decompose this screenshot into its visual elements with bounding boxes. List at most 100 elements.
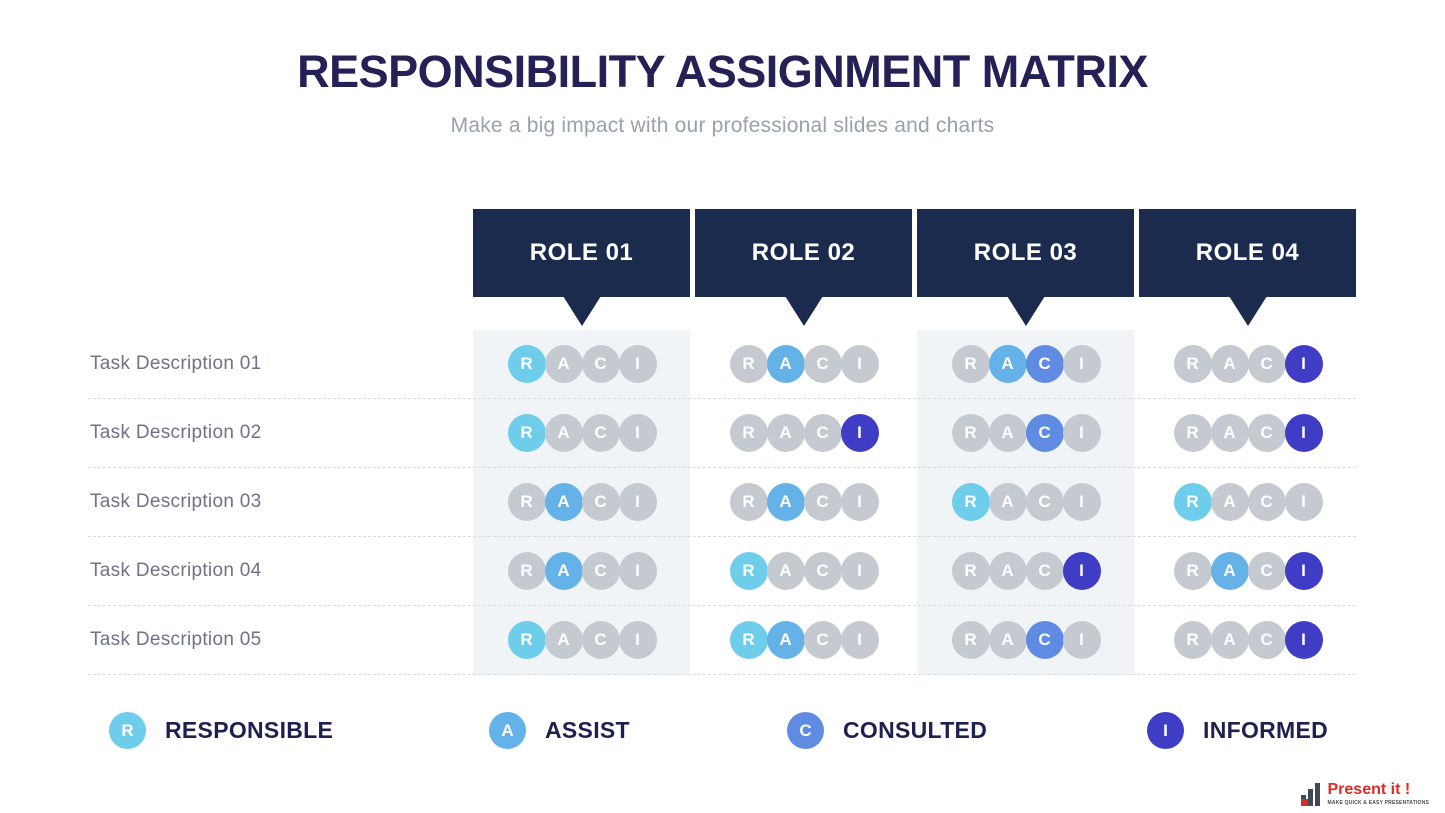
active-a-dot: A — [766, 345, 805, 383]
active-i-dot: I — [1284, 552, 1323, 590]
task-label: Task Description 04 — [90, 560, 262, 581]
active-a-dot: A — [766, 483, 805, 521]
inactive-i-dot: I — [840, 483, 879, 521]
active-a-dot: A — [544, 483, 583, 521]
inactive-i-dot: I — [618, 483, 657, 521]
inactive-c-dot: C — [803, 414, 842, 452]
inactive-c-dot: C — [803, 552, 842, 590]
active-a-dot: A — [988, 345, 1027, 383]
inactive-a-dot: A — [988, 414, 1027, 452]
inactive-i-dot: I — [618, 414, 657, 452]
task-label: Task Description 02 — [90, 422, 262, 443]
inactive-r-dot: R — [729, 483, 768, 521]
legend-label: RESPONSIBLE — [165, 717, 334, 743]
active-i-dot: I — [1284, 621, 1323, 659]
legend-item-assist: A ASSIST — [489, 712, 630, 749]
inactive-c-dot: C — [581, 552, 620, 590]
inactive-a-dot: A — [1210, 621, 1249, 659]
inactive-i-dot: I — [1284, 483, 1323, 521]
inactive-i-dot: I — [1062, 414, 1101, 452]
inactive-r-dot: R — [951, 414, 990, 452]
page-subtitle: Make a big impact with our professional … — [450, 114, 995, 137]
inactive-c-dot: C — [1247, 552, 1286, 590]
inactive-a-dot: A — [544, 345, 583, 383]
task-row-5: Task Description 05 R A C I R A C I R A C I R A C I — [88, 606, 1356, 675]
legend: R RESPONSIBLE A ASSIST C CONSULTED I INFORMED — [0, 712, 1445, 758]
task-row-1: Task Description 01 R A C I R A C I R A C I R A C I — [88, 330, 1356, 399]
inactive-a-dot: A — [766, 552, 805, 590]
inactive-c-dot: C — [1247, 621, 1286, 659]
legend-label: CONSULTED — [843, 717, 988, 743]
active-r-dot: R — [507, 345, 546, 383]
legend-c-dot: C — [787, 712, 824, 749]
inactive-a-dot: A — [766, 414, 805, 452]
logo-text: Present it ! MAKE QUICK & EASY PRESENTAT… — [1327, 781, 1430, 807]
inactive-a-dot: A — [988, 621, 1027, 659]
role-header-2: ROLE 02 — [695, 209, 912, 297]
inactive-a-dot: A — [544, 414, 583, 452]
inactive-a-dot: A — [1210, 414, 1249, 452]
role-header-row: ROLE 01 ROLE 02 ROLE 03 ROLE 04 — [473, 209, 1356, 297]
active-a-dot: A — [1210, 552, 1249, 590]
active-a-dot: A — [766, 621, 805, 659]
inactive-i-dot: I — [1062, 483, 1101, 521]
inactive-c-dot: C — [1247, 414, 1286, 452]
active-r-dot: R — [1173, 483, 1212, 521]
active-r-dot: R — [507, 414, 546, 452]
inactive-r-dot: R — [951, 621, 990, 659]
inactive-c-dot: C — [581, 414, 620, 452]
inactive-c-dot: C — [581, 483, 620, 521]
inactive-c-dot: C — [1025, 483, 1064, 521]
inactive-i-dot: I — [840, 345, 879, 383]
active-a-dot: A — [544, 552, 583, 590]
task-label: Task Description 03 — [90, 491, 262, 512]
inactive-i-dot: I — [840, 621, 879, 659]
legend-item-informed: I INFORMED — [1147, 712, 1328, 749]
active-r-dot: R — [951, 483, 990, 521]
inactive-r-dot: R — [729, 414, 768, 452]
inactive-c-dot: C — [803, 621, 842, 659]
legend-r-dot: R — [109, 712, 146, 749]
active-r-dot: R — [729, 552, 768, 590]
inactive-a-dot: A — [1210, 345, 1249, 383]
inactive-a-dot: A — [544, 621, 583, 659]
inactive-a-dot: A — [1210, 483, 1249, 521]
inactive-r-dot: R — [1173, 414, 1212, 452]
legend-item-responsible: R RESPONSIBLE — [109, 712, 333, 749]
inactive-r-dot: R — [729, 345, 768, 383]
bar-chart-icon — [1300, 782, 1323, 806]
inactive-i-dot: I — [618, 345, 657, 383]
inactive-r-dot: R — [1173, 345, 1212, 383]
logo-tagline: MAKE QUICK & EASY PRESENTATIONS — [1327, 800, 1429, 806]
inactive-c-dot: C — [1247, 345, 1286, 383]
inactive-i-dot: I — [840, 552, 879, 590]
logo-name: Present it ! — [1327, 781, 1411, 798]
raci-matrix: ROLE 01 ROLE 02 ROLE 03 ROLE 04 Task Descri… — [88, 209, 1356, 675]
task-row-2: Task Description 02 R A C I R A C I R A C I R A C I — [88, 399, 1356, 468]
inactive-c-dot: C — [581, 345, 620, 383]
inactive-a-dot: A — [988, 483, 1027, 521]
role-header-4: ROLE 04 — [1139, 209, 1356, 297]
task-label: Task Description 05 — [90, 629, 262, 650]
inactive-r-dot: R — [1173, 621, 1212, 659]
task-row-4: Task Description 04 R A C I R A C I R A C I R A C I — [88, 537, 1356, 606]
page-title: RESPONSIBILITY ASSIGNMENT MATRIX — [297, 46, 1148, 97]
legend-label: ASSIST — [545, 717, 630, 743]
